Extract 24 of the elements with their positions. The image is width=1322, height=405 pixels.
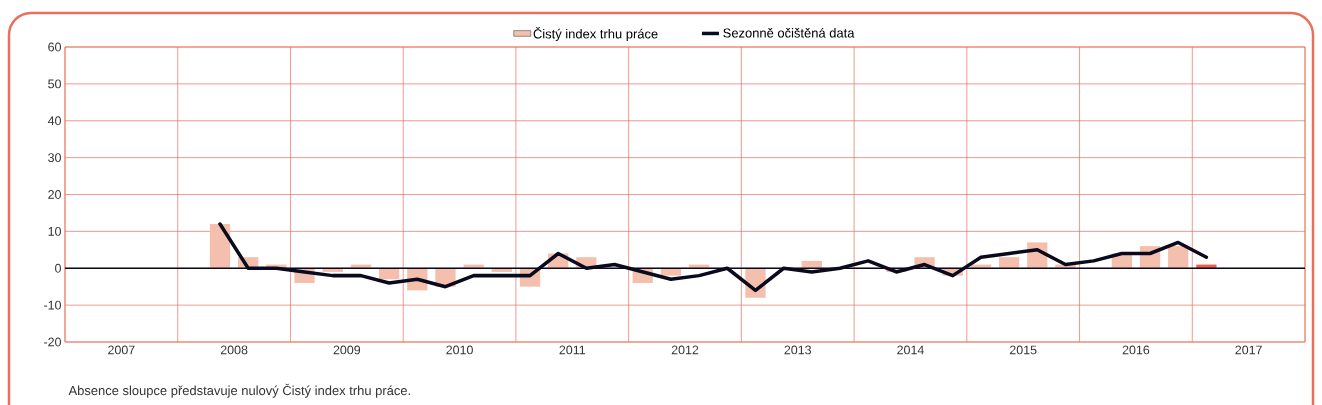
- y-tick-label: 60: [48, 42, 61, 52]
- bar: [660, 268, 682, 276]
- y-tick-label: -10: [44, 300, 61, 310]
- x-tick-label: 2009: [333, 345, 361, 355]
- x-tick-label: 2008: [220, 345, 248, 355]
- y-tick-label: 40: [47, 116, 61, 126]
- x-tick-label: 2013: [784, 345, 812, 355]
- x-tick-label: 2012: [671, 345, 699, 355]
- y-tick-label: -20: [44, 337, 61, 347]
- x-tick-label: 2015: [1009, 345, 1037, 355]
- x-tick-label: 2014: [897, 345, 924, 355]
- x-tick-label: 2007: [108, 345, 135, 355]
- x-tick-label: 2016: [1122, 345, 1150, 355]
- y-tick-label: 0: [55, 263, 61, 273]
- x-tick-label: 2011: [559, 345, 586, 355]
- y-tick-label: 30: [48, 153, 61, 163]
- y-tick-label: 10: [48, 226, 61, 236]
- text: Absence sloupce představuje nulový Čistý index trhu práce.: [68, 383, 410, 398]
- y-tick-label: 20: [48, 190, 61, 199]
- x-tick-label: 2017: [1235, 345, 1262, 355]
- x-tick-label: 2010: [446, 345, 473, 355]
- legend-label: Čistý index trhu práce: [533, 27, 658, 42]
- y-tick-label: 50: [48, 79, 61, 89]
- legend-label: Sezonně očištěná data: [723, 27, 855, 38]
